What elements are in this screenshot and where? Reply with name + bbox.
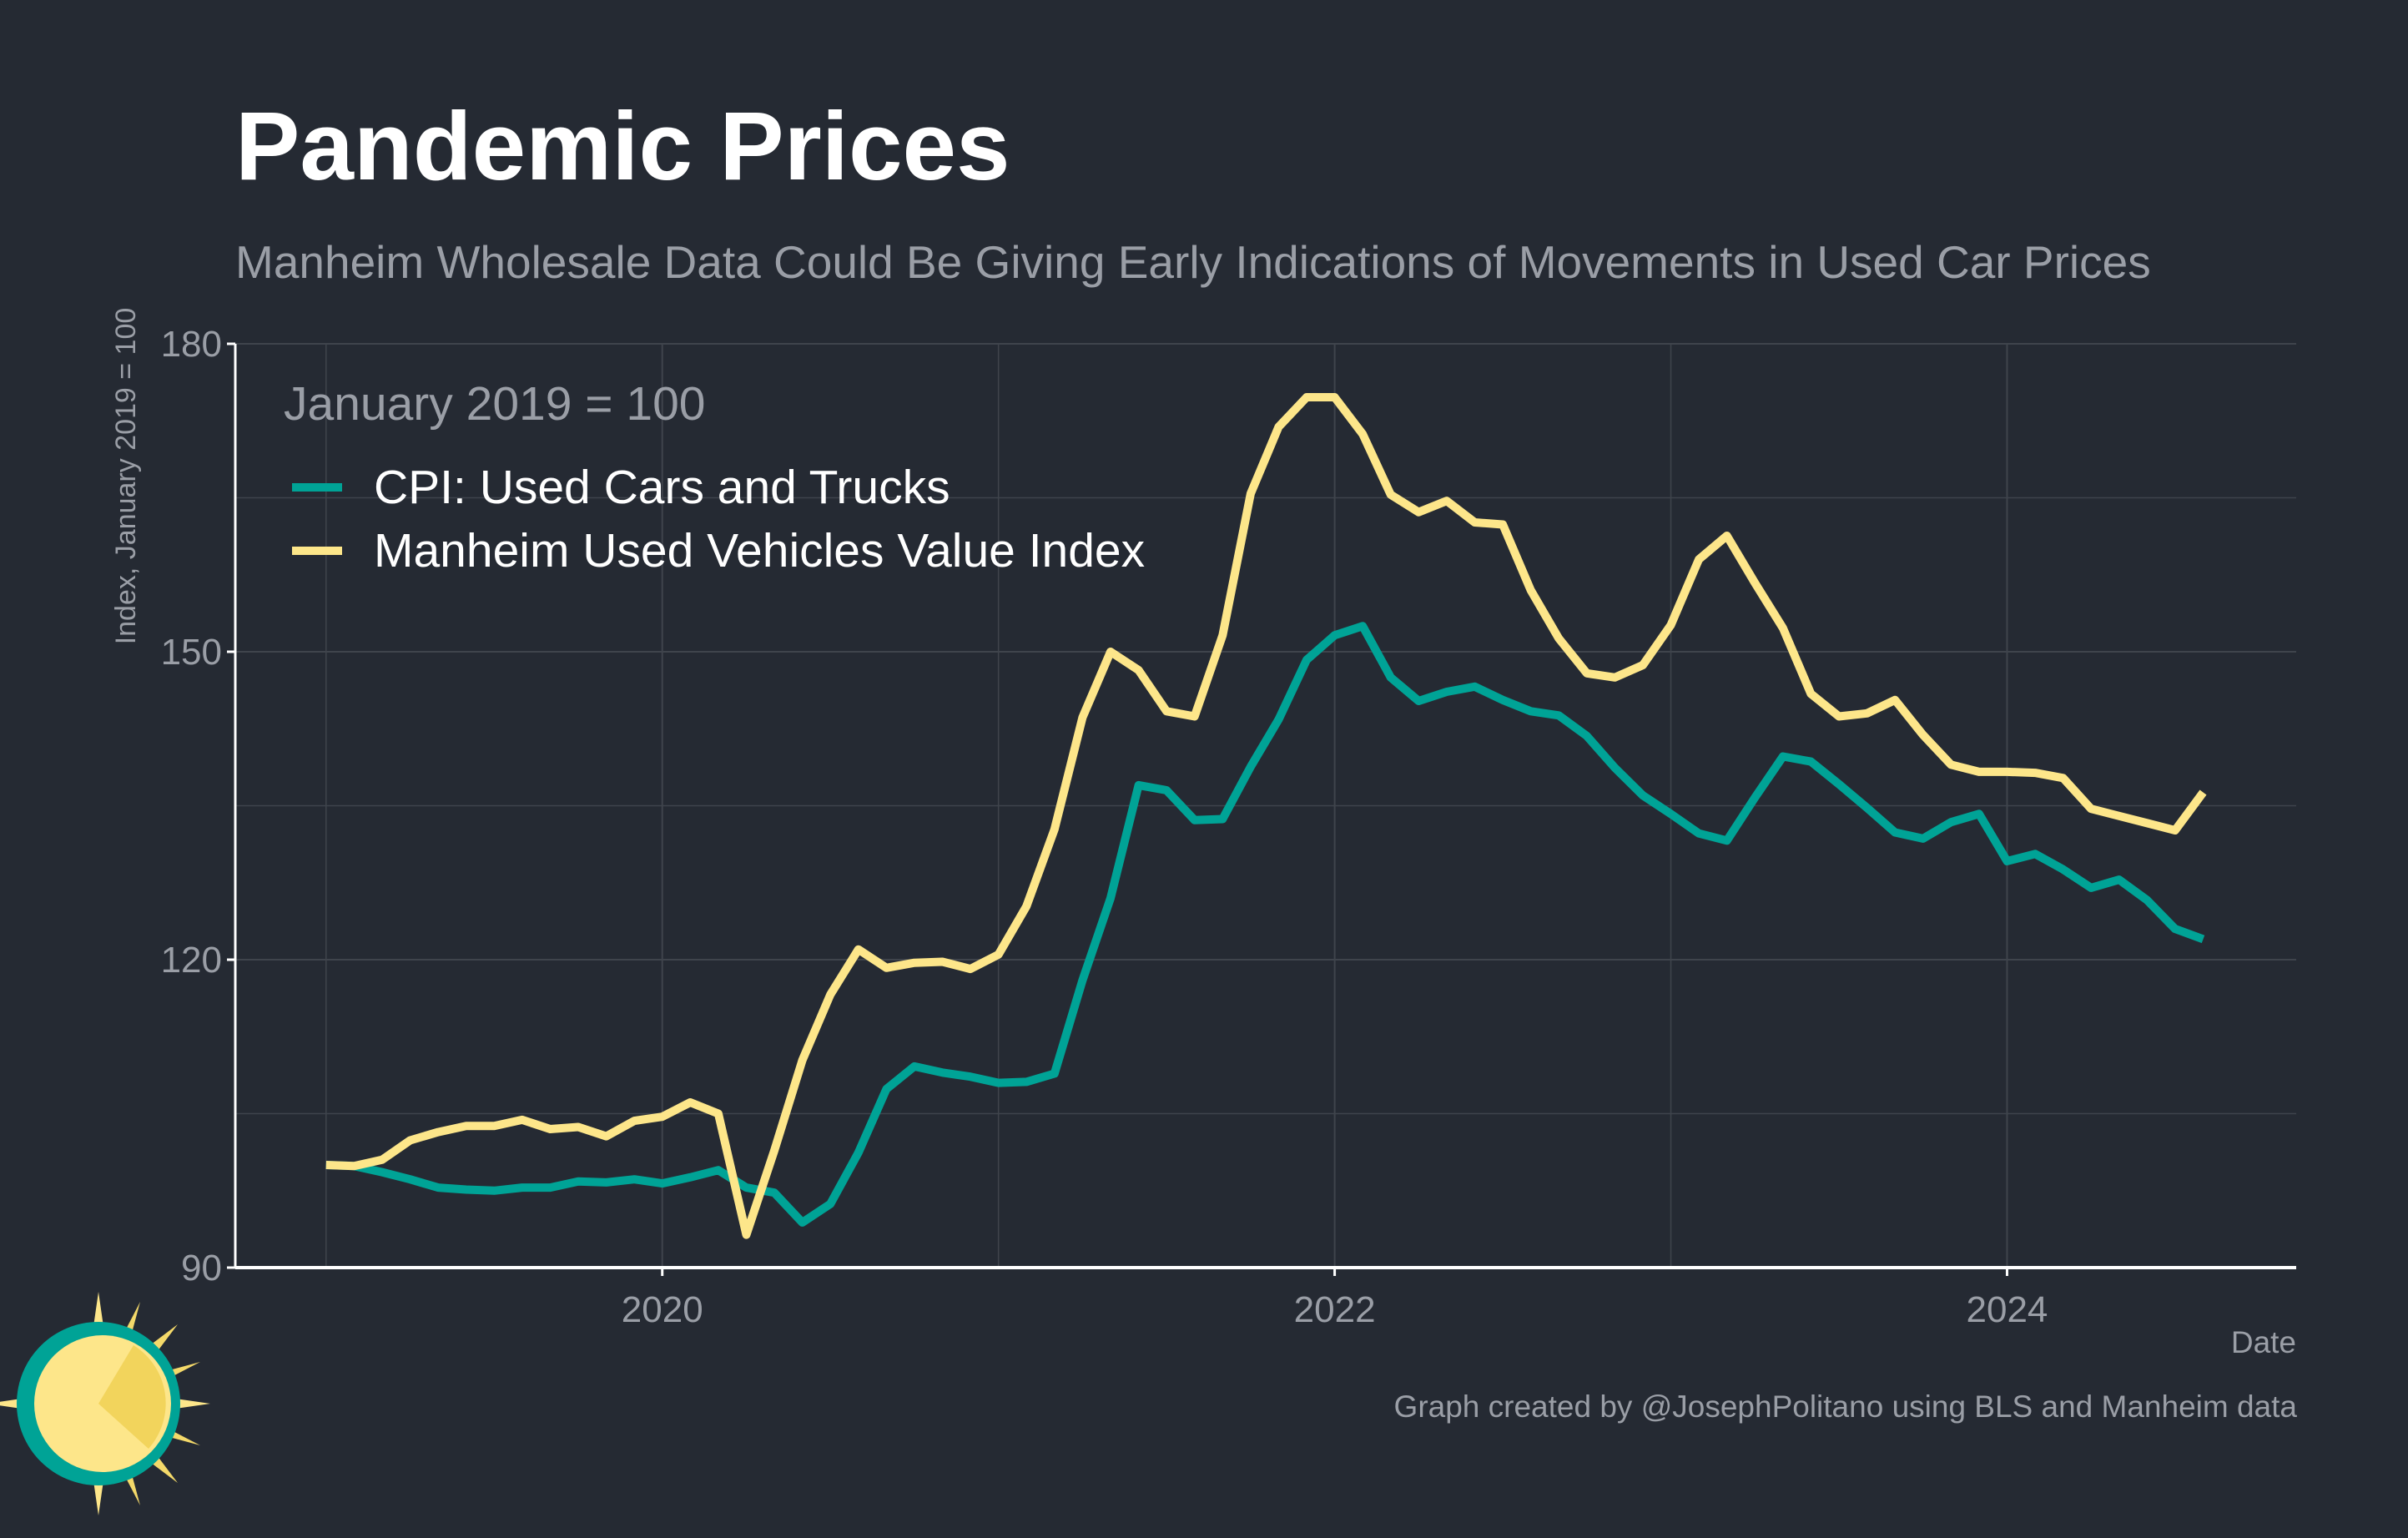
y-tick-label: 120 xyxy=(161,940,222,981)
legend: January 2019 = 100 CPI: Used Cars and Tr… xyxy=(284,377,1145,577)
x-tick-label: 2022 xyxy=(1294,1289,1376,1330)
y-axis-title: Index, January 2019 = 100 xyxy=(110,308,142,645)
major-gridlines xyxy=(235,343,2296,1268)
x-axis-title: Date xyxy=(2231,1325,2296,1359)
x-tick-label: 2024 xyxy=(1967,1289,2048,1330)
y-tick-label: 150 xyxy=(161,632,222,673)
y-tick-label: 180 xyxy=(161,324,222,365)
series-lines xyxy=(325,393,2207,1239)
source-credit: Graph created by @JosephPolitano using B… xyxy=(1393,1389,2297,1424)
x-tick-label: 2020 xyxy=(622,1289,703,1330)
y-tick-label: 90 xyxy=(181,1248,222,1288)
legend-label-manheim: Manheim Used Vehicles Value Index xyxy=(374,524,1145,577)
legend-title: January 2019 = 100 xyxy=(284,377,706,431)
legend-label-cpi: CPI: Used Cars and Trucks xyxy=(374,461,950,514)
chart-subtitle: Manheim Wholesale Data Could Be Giving E… xyxy=(235,236,2151,288)
chart-title: Pandemic Prices xyxy=(235,92,1010,200)
series-line-cpi xyxy=(325,622,2205,1227)
x-axis-ticks: 2020 2022 2024 xyxy=(622,1268,2048,1330)
minor-gridlines xyxy=(235,344,2296,1268)
sun-icon xyxy=(0,1292,210,1515)
y-axis-ticks: 90 120 150 180 xyxy=(161,324,235,1288)
series-line-manheim xyxy=(325,393,2207,1239)
